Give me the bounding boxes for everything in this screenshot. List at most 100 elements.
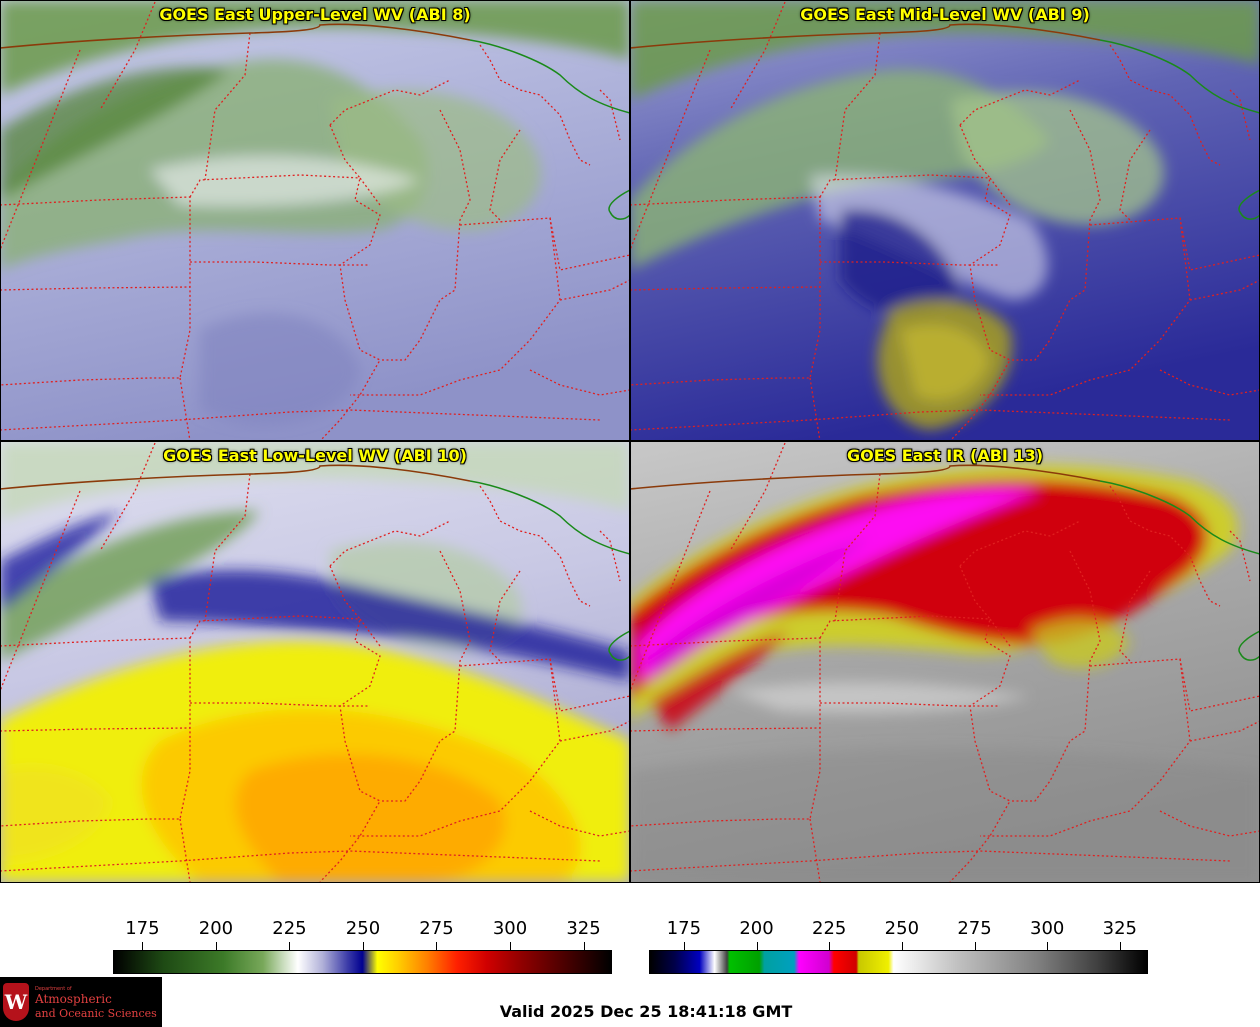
state-border-line (1109, 485, 1221, 607)
us-canada-border-line (630, 23, 1101, 49)
state-border-line (319, 124, 381, 441)
colorbar-tick-label: 300 (492, 918, 528, 939)
state-border-line (549, 658, 630, 712)
colorbar-tick-mark (1119, 942, 1121, 950)
panel-low-level-wv: GOES East Low-Level WV (ABI 10) (0, 441, 630, 882)
cloud-features (0, 441, 630, 882)
state-border-line (599, 89, 621, 141)
state-border-line (959, 520, 1081, 567)
cloud-features (630, 0, 1260, 430)
panel-upper-level-wv: GOES East Upper-Level WV (ABI 8) (0, 0, 630, 441)
colorbar-tick-mark (362, 942, 364, 950)
panel-ir: GOES East IR (ABI 13) (630, 441, 1260, 882)
colorbar-tick-label: 225 (272, 918, 307, 939)
state-border-line (630, 727, 821, 732)
state-border-line (1159, 369, 1260, 396)
state-border-line (329, 520, 451, 567)
map-low-level-wv (0, 441, 630, 882)
state-border-line (1189, 720, 1260, 742)
map-upper-level-wv (0, 0, 630, 441)
state-border-line (529, 810, 630, 837)
colorbar-tick-label: 200 (198, 918, 234, 939)
state-border-line (0, 286, 191, 291)
state-border-line (350, 658, 561, 837)
state-border-line (1119, 129, 1151, 221)
state-border-line (820, 261, 1000, 266)
state-border-line (959, 79, 1081, 126)
state-border-line (1109, 44, 1221, 166)
colorbar-tick-label: 175 (125, 918, 160, 939)
colorbar-tick-mark (901, 942, 903, 950)
canada-border-line (1099, 480, 1260, 661)
map-mid-level-wv (630, 0, 1260, 441)
canada-border-line (1099, 39, 1260, 220)
map-borders (0, 1, 630, 441)
colorbar-tick-label: 325 (566, 918, 601, 939)
state-border-line (489, 570, 521, 662)
state-border-line (809, 377, 821, 441)
aos-logo: W Department of Atmospheric and Oceanic … (0, 977, 162, 1027)
us-canada-border-line (0, 23, 471, 49)
state-border-line (949, 565, 1011, 882)
state-border-line (630, 286, 821, 291)
colorbar-tick-mark (289, 942, 291, 950)
panel-title-upper: GOES East Upper-Level WV (ABI 8) (159, 5, 471, 24)
state-border-line (809, 818, 821, 882)
colorbar-tick-label: 250 (345, 918, 381, 939)
us-canada-border-line (0, 464, 471, 490)
state-border-line (329, 79, 451, 126)
panel-divider-horizontal (0, 440, 1260, 442)
panel-mid-level-wv: GOES East Mid-Level WV (ABI 9) (630, 0, 1260, 441)
logo-line-1: Department of (35, 986, 72, 992)
state-border-line (1179, 217, 1260, 271)
colorbar-tick-mark (142, 942, 144, 950)
colorbar-tick-mark (583, 942, 585, 950)
uw-crest-icon: W (3, 983, 29, 1021)
colorbar-tick-label: 175 (666, 918, 702, 939)
state-border-line (1229, 89, 1251, 141)
state-border-line (190, 702, 370, 707)
cloud-features (630, 464, 1260, 882)
state-border-line (179, 818, 191, 882)
valid-time: Valid 2025 Dec 25 18:41:18 GMT (499, 1002, 793, 1021)
logo-line-3: and Oceanic Sciences (35, 1007, 157, 1020)
colorbar-tick-mark (756, 942, 758, 950)
state-border-line (179, 377, 191, 441)
colorbar-tick-mark (829, 942, 831, 950)
colorbar-tick-label: 275 (957, 918, 992, 939)
colorbar-tick-mark (1047, 942, 1049, 950)
state-border-line (1189, 279, 1260, 301)
state-border-line (980, 658, 1191, 837)
state-border-line (319, 565, 381, 882)
colorbar-tick-label: 300 (1029, 918, 1065, 939)
colorbar-water-vapor (113, 950, 612, 974)
state-border-line (190, 261, 370, 266)
state-border-line (1119, 570, 1151, 662)
state-border-line (559, 720, 630, 742)
colorbar-tick-label: 225 (812, 918, 847, 939)
cloud-features (0, 0, 630, 425)
state-border-line (559, 279, 630, 301)
colorbar-tick-mark (215, 942, 217, 950)
colorbar-tick-label: 200 (739, 918, 774, 939)
state-border-line (479, 485, 591, 607)
state-border-line (350, 217, 561, 396)
state-border-line (820, 702, 1000, 707)
state-border-line (479, 44, 591, 166)
state-border-line (549, 217, 630, 271)
logo-line-2: Atmospheric (35, 992, 112, 1006)
colorbar-tick-mark (683, 942, 685, 950)
state-border-line (1159, 810, 1260, 837)
state-border-line (489, 129, 521, 221)
colorbar-infrared (649, 950, 1148, 974)
state-border-line (949, 124, 1011, 441)
state-border-line (0, 727, 191, 732)
state-border-line (1179, 658, 1260, 712)
us-canada-border-line (630, 464, 1101, 490)
panel-title-mid: GOES East Mid-Level WV (ABI 9) (800, 5, 1090, 24)
canada-border-line (469, 480, 630, 661)
colorbar-tick-label: 325 (1102, 918, 1138, 939)
colorbar-tick-label: 250 (884, 918, 920, 939)
map-ir (630, 441, 1260, 882)
map-borders (0, 442, 630, 882)
